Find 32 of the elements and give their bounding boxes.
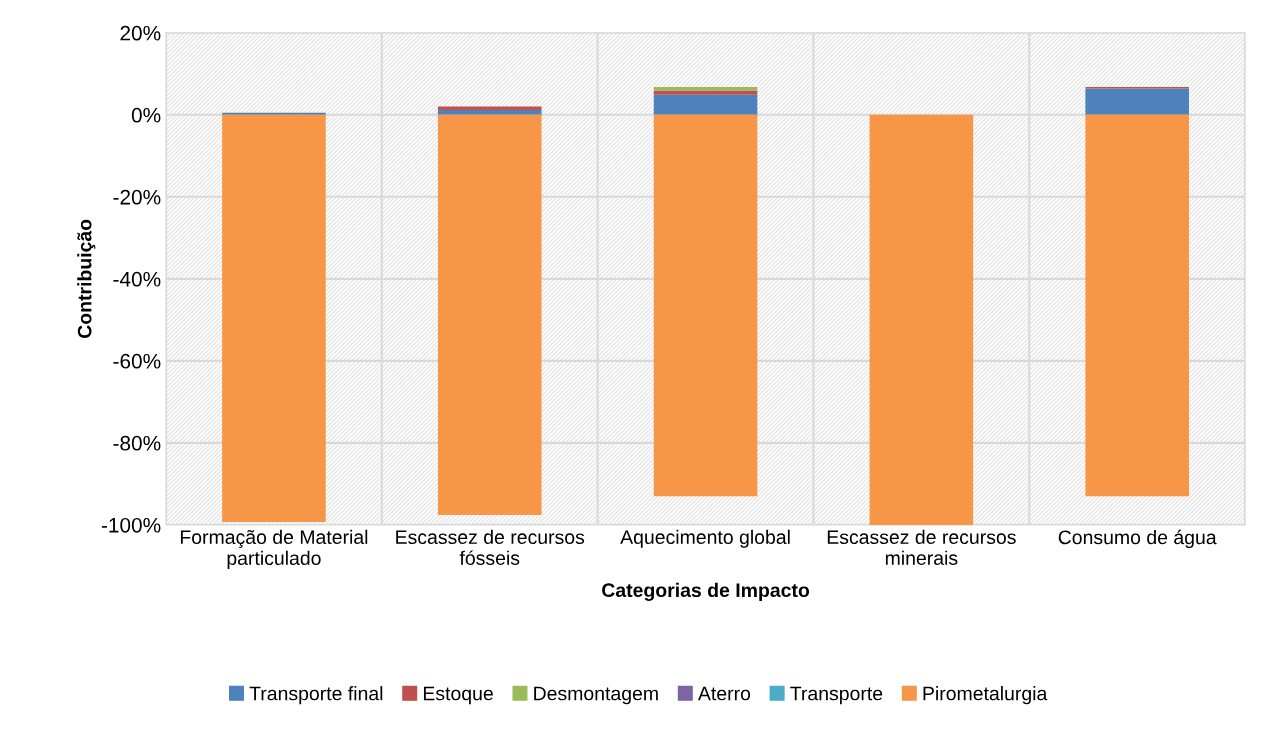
legend-label: Aterro — [697, 686, 751, 701]
bar — [653, 90, 758, 95]
bar — [222, 112, 326, 115]
y-tick-label: -20% — [113, 189, 161, 205]
x-tick-label: Escassez de recursos minerais — [827, 529, 1016, 565]
y-tick-label: 20% — [120, 25, 161, 41]
bar — [437, 114, 542, 516]
legend-label: Transporte — [790, 686, 883, 705]
y-tick-label: 0% — [131, 107, 161, 123]
bar — [869, 114, 974, 525]
bar — [1085, 114, 1189, 497]
legend-label: Estoque — [423, 686, 493, 705]
y-tick-label: -40% — [113, 271, 161, 287]
legend-label: Pirometalurgia — [923, 686, 1048, 705]
bar — [437, 109, 542, 115]
legend-label: Desmontagem — [534, 686, 658, 705]
bar — [653, 114, 758, 497]
y-tick-label: -80% — [113, 435, 161, 451]
x-axis-title: Categorias de Impacto — [602, 582, 810, 601]
legend-label: Transporte final — [249, 686, 383, 705]
y-tick-label: -60% — [113, 353, 161, 369]
bar — [437, 106, 542, 110]
bar — [1085, 88, 1189, 115]
bar — [653, 86, 758, 91]
y-tick-label: -100% — [101, 517, 161, 533]
y-axis-title: Contribuição — [77, 219, 96, 338]
x-tick-label: Consumo de água — [1058, 529, 1217, 549]
bar — [653, 94, 758, 115]
x-tick-label: Aquecimento global — [620, 529, 790, 548]
bar — [222, 114, 326, 523]
x-tick-label: Formação de Material particulado — [180, 529, 368, 569]
x-tick-label: Escassez de recursos fósseis — [396, 529, 585, 565]
